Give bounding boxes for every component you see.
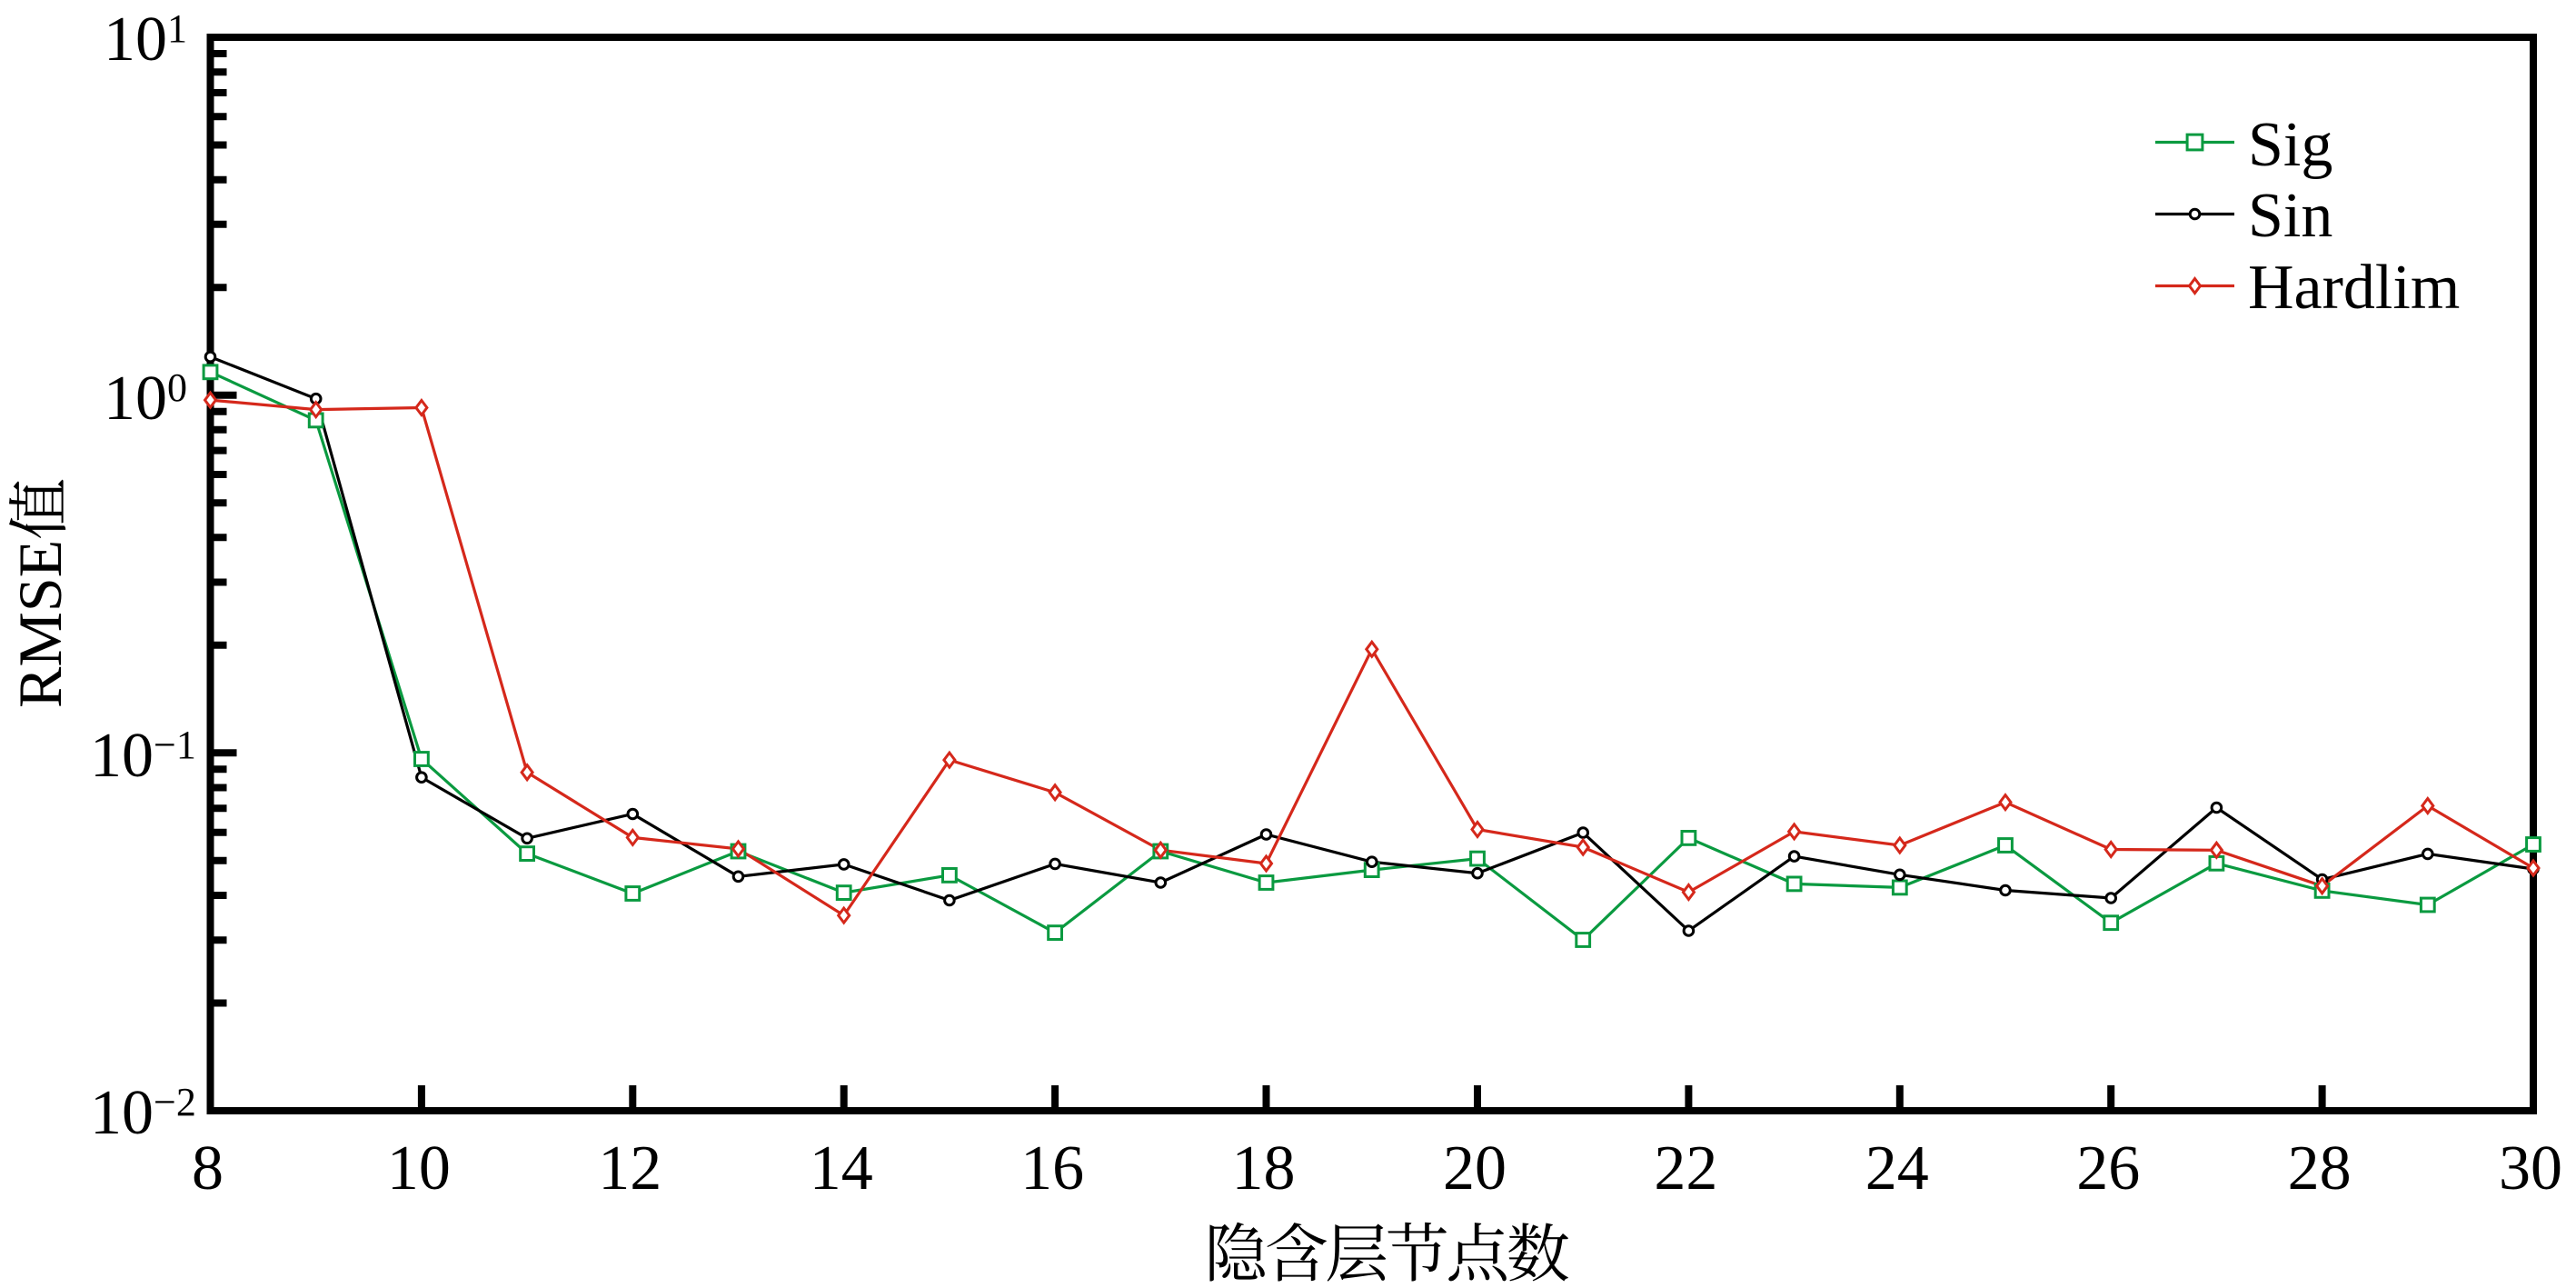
- svg-text:10−2: 10−2: [90, 1078, 196, 1148]
- svg-text:26: 26: [2076, 1133, 2140, 1203]
- svg-text:20: 20: [1443, 1133, 1507, 1203]
- svg-text:Sig: Sig: [2248, 110, 2332, 180]
- svg-text:14: 14: [810, 1133, 873, 1203]
- svg-text:Hardlim: Hardlim: [2248, 253, 2460, 323]
- svg-text:22: 22: [1654, 1133, 1717, 1203]
- svg-text:RMSE: RMSE: [5, 540, 75, 708]
- svg-text:24: 24: [1865, 1133, 1929, 1203]
- svg-text:10−1: 10−1: [90, 721, 196, 791]
- svg-text:16: 16: [1020, 1133, 1084, 1203]
- svg-text:100: 100: [104, 364, 187, 434]
- svg-text:8: 8: [192, 1133, 224, 1203]
- svg-text:28: 28: [2288, 1133, 2352, 1203]
- svg-text:12: 12: [598, 1133, 661, 1203]
- svg-text:101: 101: [104, 5, 187, 75]
- svg-text:30: 30: [2499, 1133, 2562, 1203]
- svg-text:Sin: Sin: [2248, 181, 2332, 251]
- svg-text:18: 18: [1232, 1133, 1296, 1203]
- svg-text:10: 10: [387, 1133, 451, 1203]
